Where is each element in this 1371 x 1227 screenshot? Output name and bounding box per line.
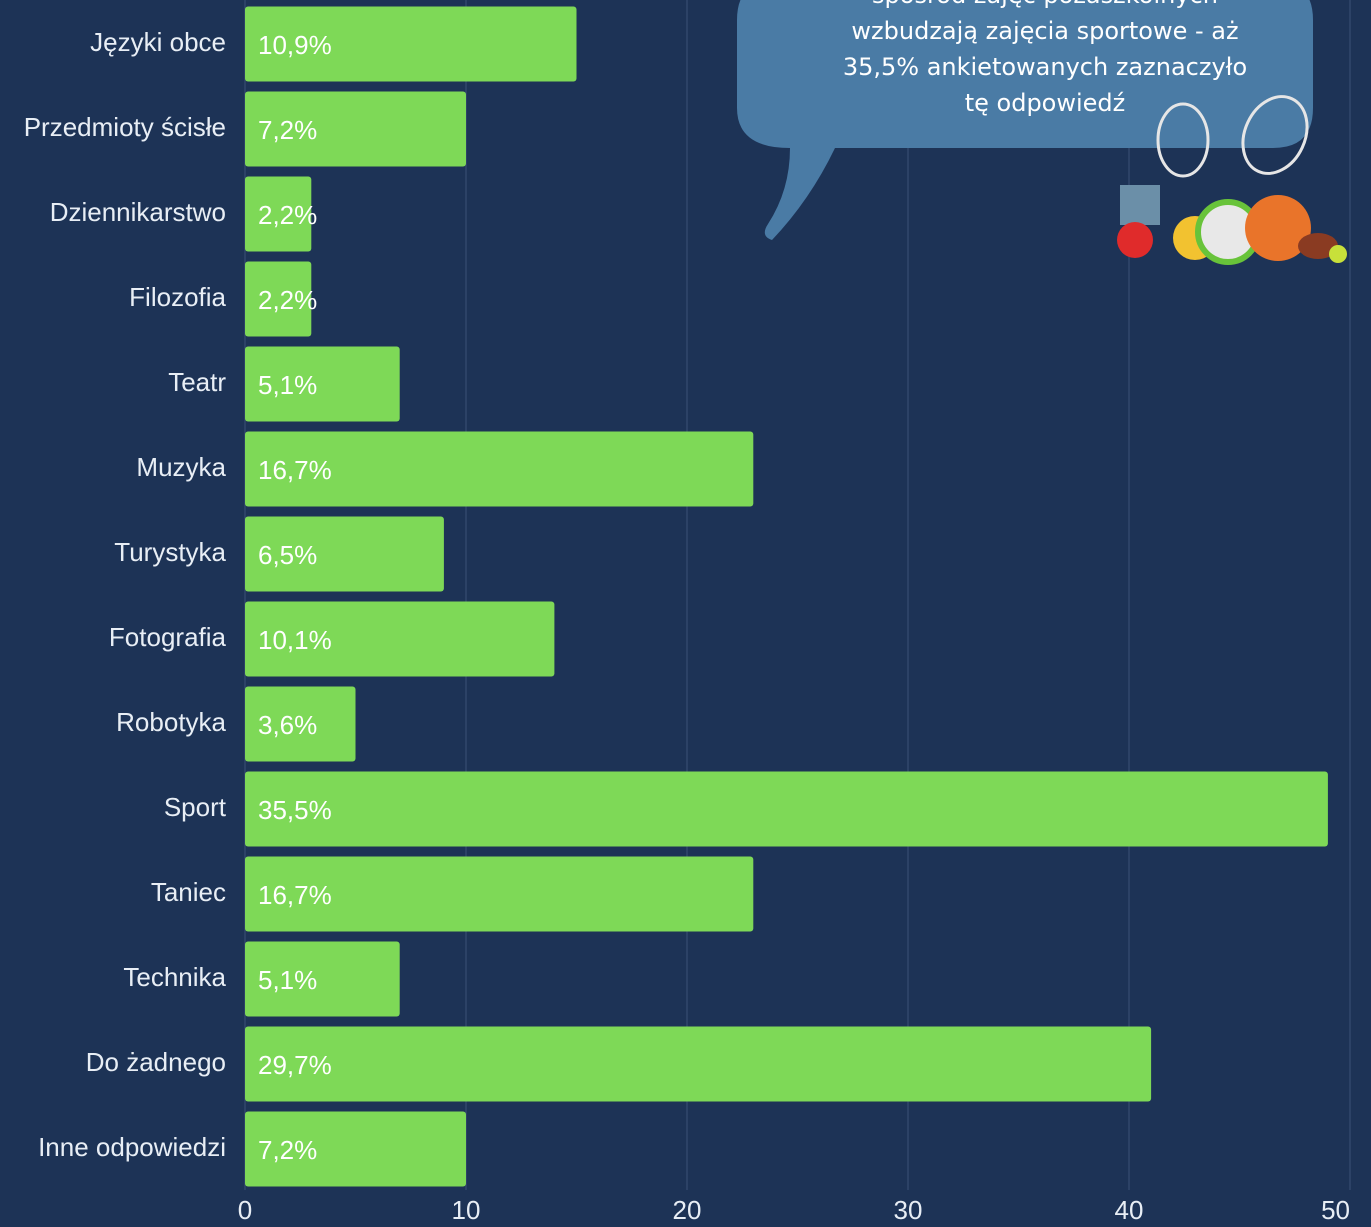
ball (1245, 195, 1311, 261)
value-label: 10,1% (258, 625, 332, 655)
annotation-text: wzbudzają zajęcia sportowe - aż (851, 17, 1238, 45)
annotation-text: 35,5% ankietowanych zaznaczyło (843, 53, 1247, 81)
y-tick-label: Języki obce (90, 27, 226, 57)
racket (1241, 95, 1309, 175)
value-label: 16,7% (258, 880, 332, 910)
value-label: 2,2% (258, 285, 317, 315)
x-tick-label: 40 (1115, 1195, 1144, 1225)
value-label: 5,1% (258, 965, 317, 995)
bar (245, 1026, 1152, 1102)
bar (245, 1111, 466, 1187)
bar (245, 686, 356, 762)
y-tick-label: Robotyka (116, 707, 226, 737)
x-tick-label: 50 (1321, 1195, 1350, 1225)
value-label: 6,5% (258, 540, 317, 570)
y-tick-label: Technika (123, 962, 226, 992)
y-tick-label: Muzyka (136, 452, 226, 482)
racket (1156, 102, 1210, 178)
bar (245, 601, 555, 677)
ball (1298, 233, 1338, 259)
y-tick-label: Do żadnego (86, 1047, 226, 1077)
y-tick-label: Filozofia (129, 282, 226, 312)
ball (1329, 245, 1347, 263)
y-tick-label: Turystyka (114, 537, 226, 567)
y-tick-label: Przedmioty ścisłe (24, 112, 226, 142)
value-label: 7,2% (258, 1135, 317, 1165)
bar (245, 771, 1328, 847)
bar (245, 91, 466, 167)
bars: 10,9% 7,2% 2,2% 2,2% 5,1% 16,7% 6,5% 10,1% 3,6% 3… (245, 6, 1328, 1187)
x-tick-label: 30 (894, 1195, 923, 1225)
bar (245, 346, 400, 422)
x-tick-label: 20 (673, 1195, 702, 1225)
bar (245, 856, 754, 932)
bar (245, 516, 444, 592)
value-label: 10,9% (258, 30, 332, 60)
value-label: 7,2% (258, 115, 317, 145)
annotation-text: spośród zajęć pozaszkolnych (872, 0, 1218, 9)
bar (245, 261, 312, 337)
value-label: 16,7% (258, 455, 332, 485)
y-tick-label: Taniec (151, 877, 226, 907)
annotation-bubble: spośród zajęć pozaszkolnych wzbudzają zaj… (737, 0, 1347, 265)
annotation-text: tę odpowiedź (965, 89, 1126, 117)
bubble-shape (737, 0, 1313, 240)
bar (245, 176, 312, 252)
value-label: 29,7% (258, 1050, 332, 1080)
x-tick-label: 10 (452, 1195, 481, 1225)
y-tick-label: Fotografia (109, 622, 227, 652)
y-tick-label: Sport (164, 792, 227, 822)
cup (1120, 185, 1160, 225)
bar (245, 431, 754, 507)
glove (1117, 222, 1153, 258)
value-label: 2,2% (258, 200, 317, 230)
y-tick-label: Inne odpowiedzi (38, 1132, 226, 1162)
value-label: 35,5% (258, 795, 332, 825)
value-label: 3,6% (258, 710, 317, 740)
sports-icons (1117, 95, 1347, 265)
bar (245, 941, 400, 1017)
y-tick-label: Teatr (168, 367, 226, 397)
y-tick-label: Dziennikarstwo (50, 197, 226, 227)
bar (245, 6, 577, 82)
x-tick-label: 0 (238, 1195, 252, 1225)
value-label: 5,1% (258, 370, 317, 400)
